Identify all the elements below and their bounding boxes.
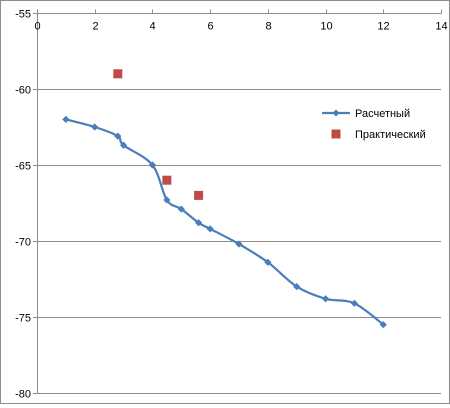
x-tick-label: 2 [92, 21, 98, 33]
data-point-raschetny [264, 258, 272, 266]
data-point-raschetny [350, 299, 359, 307]
y-tick-label: -60 [15, 85, 31, 97]
data-point-raschetny [206, 225, 214, 233]
x-tick-label: 6 [207, 21, 213, 33]
data-point-raschetny [163, 196, 171, 204]
series [62, 69, 387, 329]
data-point-prakticheskiy [194, 190, 204, 200]
data-point-raschetny [321, 295, 330, 303]
y-tick-label: -65 [15, 161, 31, 173]
legend-label-raschetny: Расчетный [355, 108, 410, 120]
data-point-raschetny [148, 161, 157, 169]
x-tick-label: 12 [377, 21, 389, 33]
x-tick-label: 10 [320, 21, 332, 33]
y-tick-label: -55 [15, 9, 31, 21]
legend: Расчетный Практический [322, 108, 426, 141]
data-point-raschetny [177, 205, 185, 213]
data-point-raschetny [62, 115, 70, 123]
data-point-prakticheskiy [162, 175, 172, 185]
data-point-raschetny [195, 219, 203, 227]
x-tick-label: 8 [265, 21, 271, 33]
data-point-raschetny [379, 321, 387, 329]
x-tick-label: 4 [149, 21, 155, 33]
gridlines [37, 13, 441, 394]
data-point-raschetny [293, 283, 301, 291]
y-tick-label: -75 [15, 313, 31, 325]
x-tick-label: 14 [435, 21, 447, 33]
legend-label-prakticheskiy: Практический [355, 129, 426, 141]
legend-marker-raschetny [332, 109, 340, 117]
y-tick-label: -80 [15, 389, 31, 401]
y-tick-label: -70 [15, 237, 31, 249]
legend-marker-prakticheskiy [331, 129, 341, 139]
series-line-0 [65, 118, 384, 326]
tick-labels: -55 -60 -65 -70 -75 -80 0 2 4 6 8 10 12 14 [15, 9, 448, 401]
data-point-prakticheskiy [113, 69, 123, 79]
data-point-raschetny [91, 123, 99, 131]
data-point-raschetny [114, 132, 122, 140]
x-tick-label: 0 [34, 21, 40, 33]
data-point-raschetny [235, 240, 243, 248]
axes [33, 9, 442, 394]
data-point-raschetny [119, 141, 128, 149]
